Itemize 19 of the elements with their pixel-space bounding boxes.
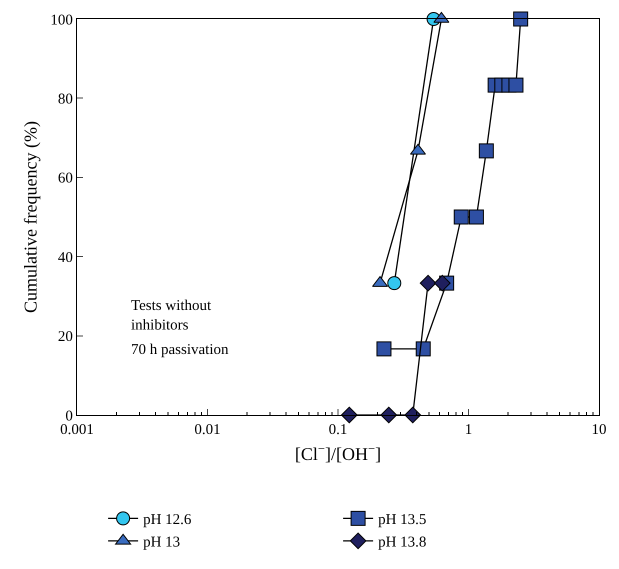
legend-label: pH 13.8: [378, 534, 426, 551]
y-tick-label: 80: [58, 91, 73, 108]
y-tick-label: 60: [58, 170, 73, 187]
y-axis-title: Cumulative frequency (%): [20, 121, 41, 313]
x-axis-title: [Cl$^{−}$]/[OH$^{−}$]: [294, 442, 382, 464]
legend-label: pH 13.5: [378, 512, 426, 528]
x-tick-label: 10: [592, 422, 606, 438]
y-tick-label: 20: [58, 329, 73, 346]
x-tick-label: 1: [464, 422, 472, 438]
annotation: 70 h passivation: [131, 342, 229, 358]
y-tick-label: 40: [58, 250, 73, 266]
x-tick-label: 0.001: [60, 422, 94, 438]
y-tick-label: 100: [50, 12, 73, 28]
annotation: Tests without inhibitors: [131, 298, 212, 334]
x-tick-label: 0.01: [194, 422, 221, 438]
legend-label: pH 13: [143, 534, 180, 551]
x-tick-label: 0.1: [328, 422, 348, 438]
y-tick-label: 0: [65, 408, 73, 424]
legend-label: pH 12.6: [143, 512, 192, 528]
